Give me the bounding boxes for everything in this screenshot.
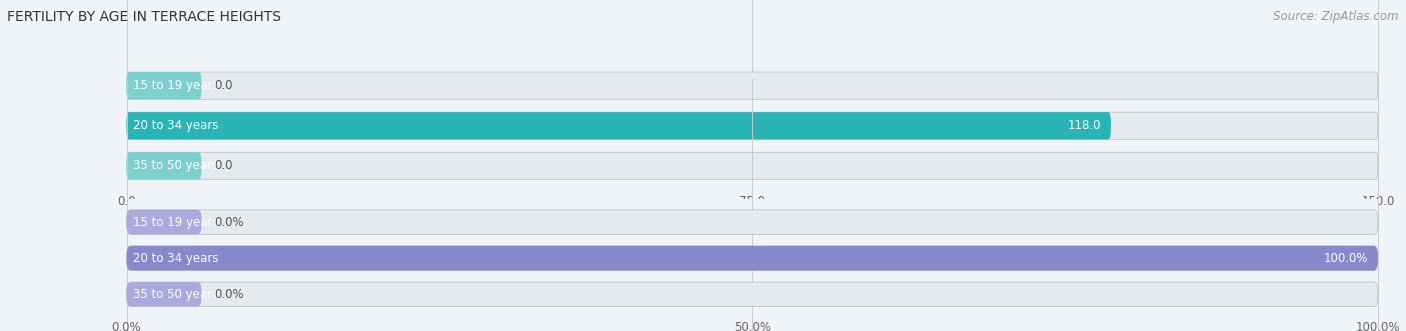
Text: 15 to 19 years: 15 to 19 years	[132, 215, 218, 229]
Text: FERTILITY BY AGE IN TERRACE HEIGHTS: FERTILITY BY AGE IN TERRACE HEIGHTS	[7, 10, 281, 24]
FancyBboxPatch shape	[127, 72, 201, 99]
FancyBboxPatch shape	[127, 72, 1378, 99]
Text: 15 to 19 years: 15 to 19 years	[132, 79, 218, 92]
Text: 0.0%: 0.0%	[214, 288, 243, 301]
Text: 20 to 34 years: 20 to 34 years	[132, 252, 218, 265]
FancyBboxPatch shape	[127, 282, 201, 307]
FancyBboxPatch shape	[127, 152, 201, 179]
Text: 100.0%: 100.0%	[1323, 252, 1368, 265]
FancyBboxPatch shape	[127, 210, 1378, 234]
FancyBboxPatch shape	[127, 246, 1378, 270]
Text: 20 to 34 years: 20 to 34 years	[132, 119, 218, 132]
FancyBboxPatch shape	[127, 112, 1378, 139]
Text: 35 to 50 years: 35 to 50 years	[132, 160, 218, 172]
FancyBboxPatch shape	[127, 282, 1378, 307]
Text: 0.0: 0.0	[214, 79, 232, 92]
Text: 35 to 50 years: 35 to 50 years	[132, 288, 218, 301]
FancyBboxPatch shape	[127, 112, 1111, 139]
FancyBboxPatch shape	[127, 210, 201, 234]
Text: Source: ZipAtlas.com: Source: ZipAtlas.com	[1274, 10, 1399, 23]
FancyBboxPatch shape	[127, 246, 1378, 270]
FancyBboxPatch shape	[127, 152, 1378, 179]
Text: 0.0: 0.0	[214, 160, 232, 172]
Text: 118.0: 118.0	[1067, 119, 1101, 132]
Text: 0.0%: 0.0%	[214, 215, 243, 229]
